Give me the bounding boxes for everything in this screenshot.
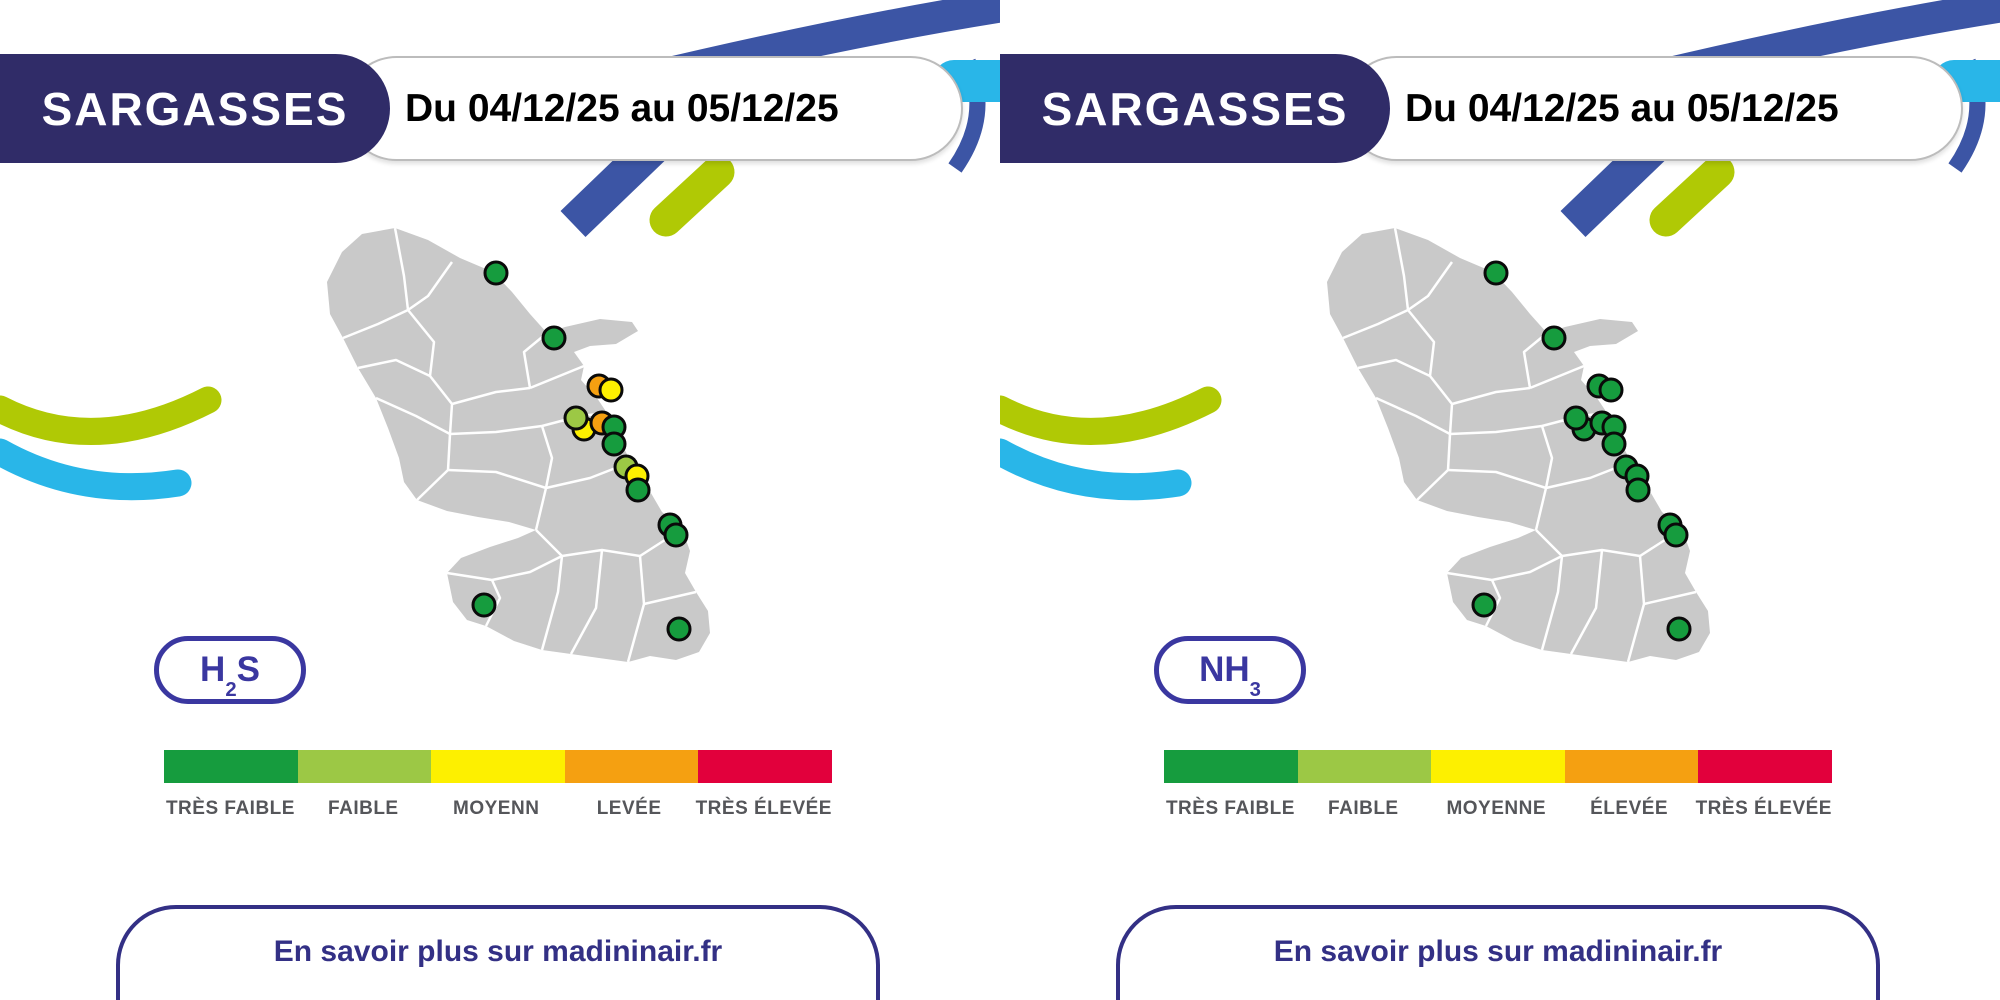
station-dot	[1663, 522, 1689, 548]
legend-label-moyenne: MOYENNE	[1446, 798, 1547, 819]
pollutant-label: NH3	[1199, 650, 1261, 702]
legend-color-tres-elevee	[698, 750, 832, 783]
header-badge: SARGASSES	[1000, 54, 1390, 163]
island-shape	[327, 228, 710, 662]
pollutant-label: H2S	[200, 650, 260, 702]
legend-color-tres-elevee	[1698, 750, 1832, 783]
header-title: SARGASSES	[1041, 82, 1349, 135]
cyan-left-swoosh-icon	[0, 438, 192, 501]
footer-link[interactable]: En savoir plus sur madininair.fr	[273, 935, 723, 968]
legend-color-moyenne	[1431, 750, 1565, 783]
legend-label-tres-faible: TRÈS FAIBLE	[165, 798, 295, 819]
legend-label-elevee: LEVÉE	[596, 798, 662, 819]
header-badge: SARGASSES	[0, 54, 390, 163]
station-dot	[1541, 325, 1567, 351]
legend-color-tres-faible	[164, 750, 298, 783]
panel-h2s: SARGASSES Du 04/12/25 au 05/12/25	[0, 0, 1000, 1000]
legend-color-elevee	[564, 750, 699, 783]
legend-color-moyenne	[431, 750, 565, 783]
station-dot	[483, 260, 509, 286]
legend-scale: TRÈS FAIBLE FAIBLE MOYENN LEVÉE TRÈS ÉLE…	[164, 750, 832, 820]
legend-label-elevee: ÉLEVÉE	[1590, 798, 1669, 819]
station-dot	[1471, 592, 1497, 618]
station-dot	[1601, 431, 1627, 457]
legend-label-tres-elevee: TRÈS ÉLEVÉE	[1695, 798, 1832, 819]
legend-label-tres-faible: TRÈS FAIBLE	[1165, 798, 1295, 819]
station-dot	[541, 325, 567, 351]
station-dot	[471, 592, 497, 618]
panel-nh3: SARGASSES Du 04/12/25 au 05/12/25	[1000, 0, 2000, 1000]
legend-labels: TRÈS FAIBLE FAIBLE MOYENNE ÉLEVÉE TRÈS É…	[1164, 798, 1832, 820]
lime-left-swoosh-icon	[0, 386, 222, 445]
legend-labels: TRÈS FAIBLE FAIBLE MOYENN LEVÉE TRÈS ÉLE…	[164, 798, 832, 820]
station-dot	[598, 377, 624, 403]
cyan-left-swoosh-icon	[1000, 438, 1192, 501]
station-dot	[666, 616, 692, 642]
legend-color-elevee	[1564, 750, 1699, 783]
date-pill	[344, 56, 963, 161]
legend-color-bar	[1164, 750, 1832, 783]
station-dot	[563, 405, 589, 431]
legend-color-faible	[297, 750, 432, 783]
lime-left-swoosh-icon	[1000, 386, 1222, 445]
footer-box: En savoir plus sur madininair.fr	[1116, 905, 1880, 1000]
station-dot	[625, 477, 651, 503]
measurement-dots	[471, 260, 692, 642]
lime-diagonal-band-icon	[649, 155, 735, 237]
martinique-map	[327, 227, 710, 663]
legend-scale: TRÈS FAIBLE FAIBLE MOYENNE ÉLEVÉE TRÈS É…	[1164, 750, 1832, 820]
station-dot	[1625, 477, 1651, 503]
station-dot	[1598, 377, 1624, 403]
legend-color-bar	[164, 750, 832, 783]
date-pill	[1344, 56, 1963, 161]
island-shape	[1327, 228, 1710, 662]
legend-label-moyenne: MOYENN	[453, 798, 540, 819]
pollutant-pill-nh3: NH3	[1154, 636, 1306, 704]
date-range: Du 04/12/25 au 05/12/25	[1405, 86, 1839, 130]
legend-label-tres-elevee: TRÈS ÉLEVÉE	[695, 798, 832, 819]
lime-diagonal-band-icon	[1649, 155, 1735, 237]
legend-label-faible: FAIBLE	[1328, 798, 1399, 819]
legend-color-tres-faible	[1164, 750, 1298, 783]
legend-label-faible: FAIBLE	[328, 798, 399, 819]
station-dot	[663, 522, 689, 548]
pollutant-pill-h2s: H2S	[154, 636, 306, 704]
footer-box: En savoir plus sur madininair.fr	[116, 905, 880, 1000]
date-range: Du 04/12/25 au 05/12/25	[405, 86, 839, 130]
station-dot	[601, 431, 627, 457]
martinique-map	[1327, 227, 1710, 663]
station-dot	[1666, 616, 1692, 642]
footer-link[interactable]: En savoir plus sur madininair.fr	[1273, 935, 1723, 968]
station-dot	[1563, 405, 1589, 431]
legend-color-faible	[1297, 750, 1432, 783]
station-dot	[1483, 260, 1509, 286]
header-title: SARGASSES	[41, 82, 349, 135]
measurement-dots	[1471, 260, 1692, 642]
